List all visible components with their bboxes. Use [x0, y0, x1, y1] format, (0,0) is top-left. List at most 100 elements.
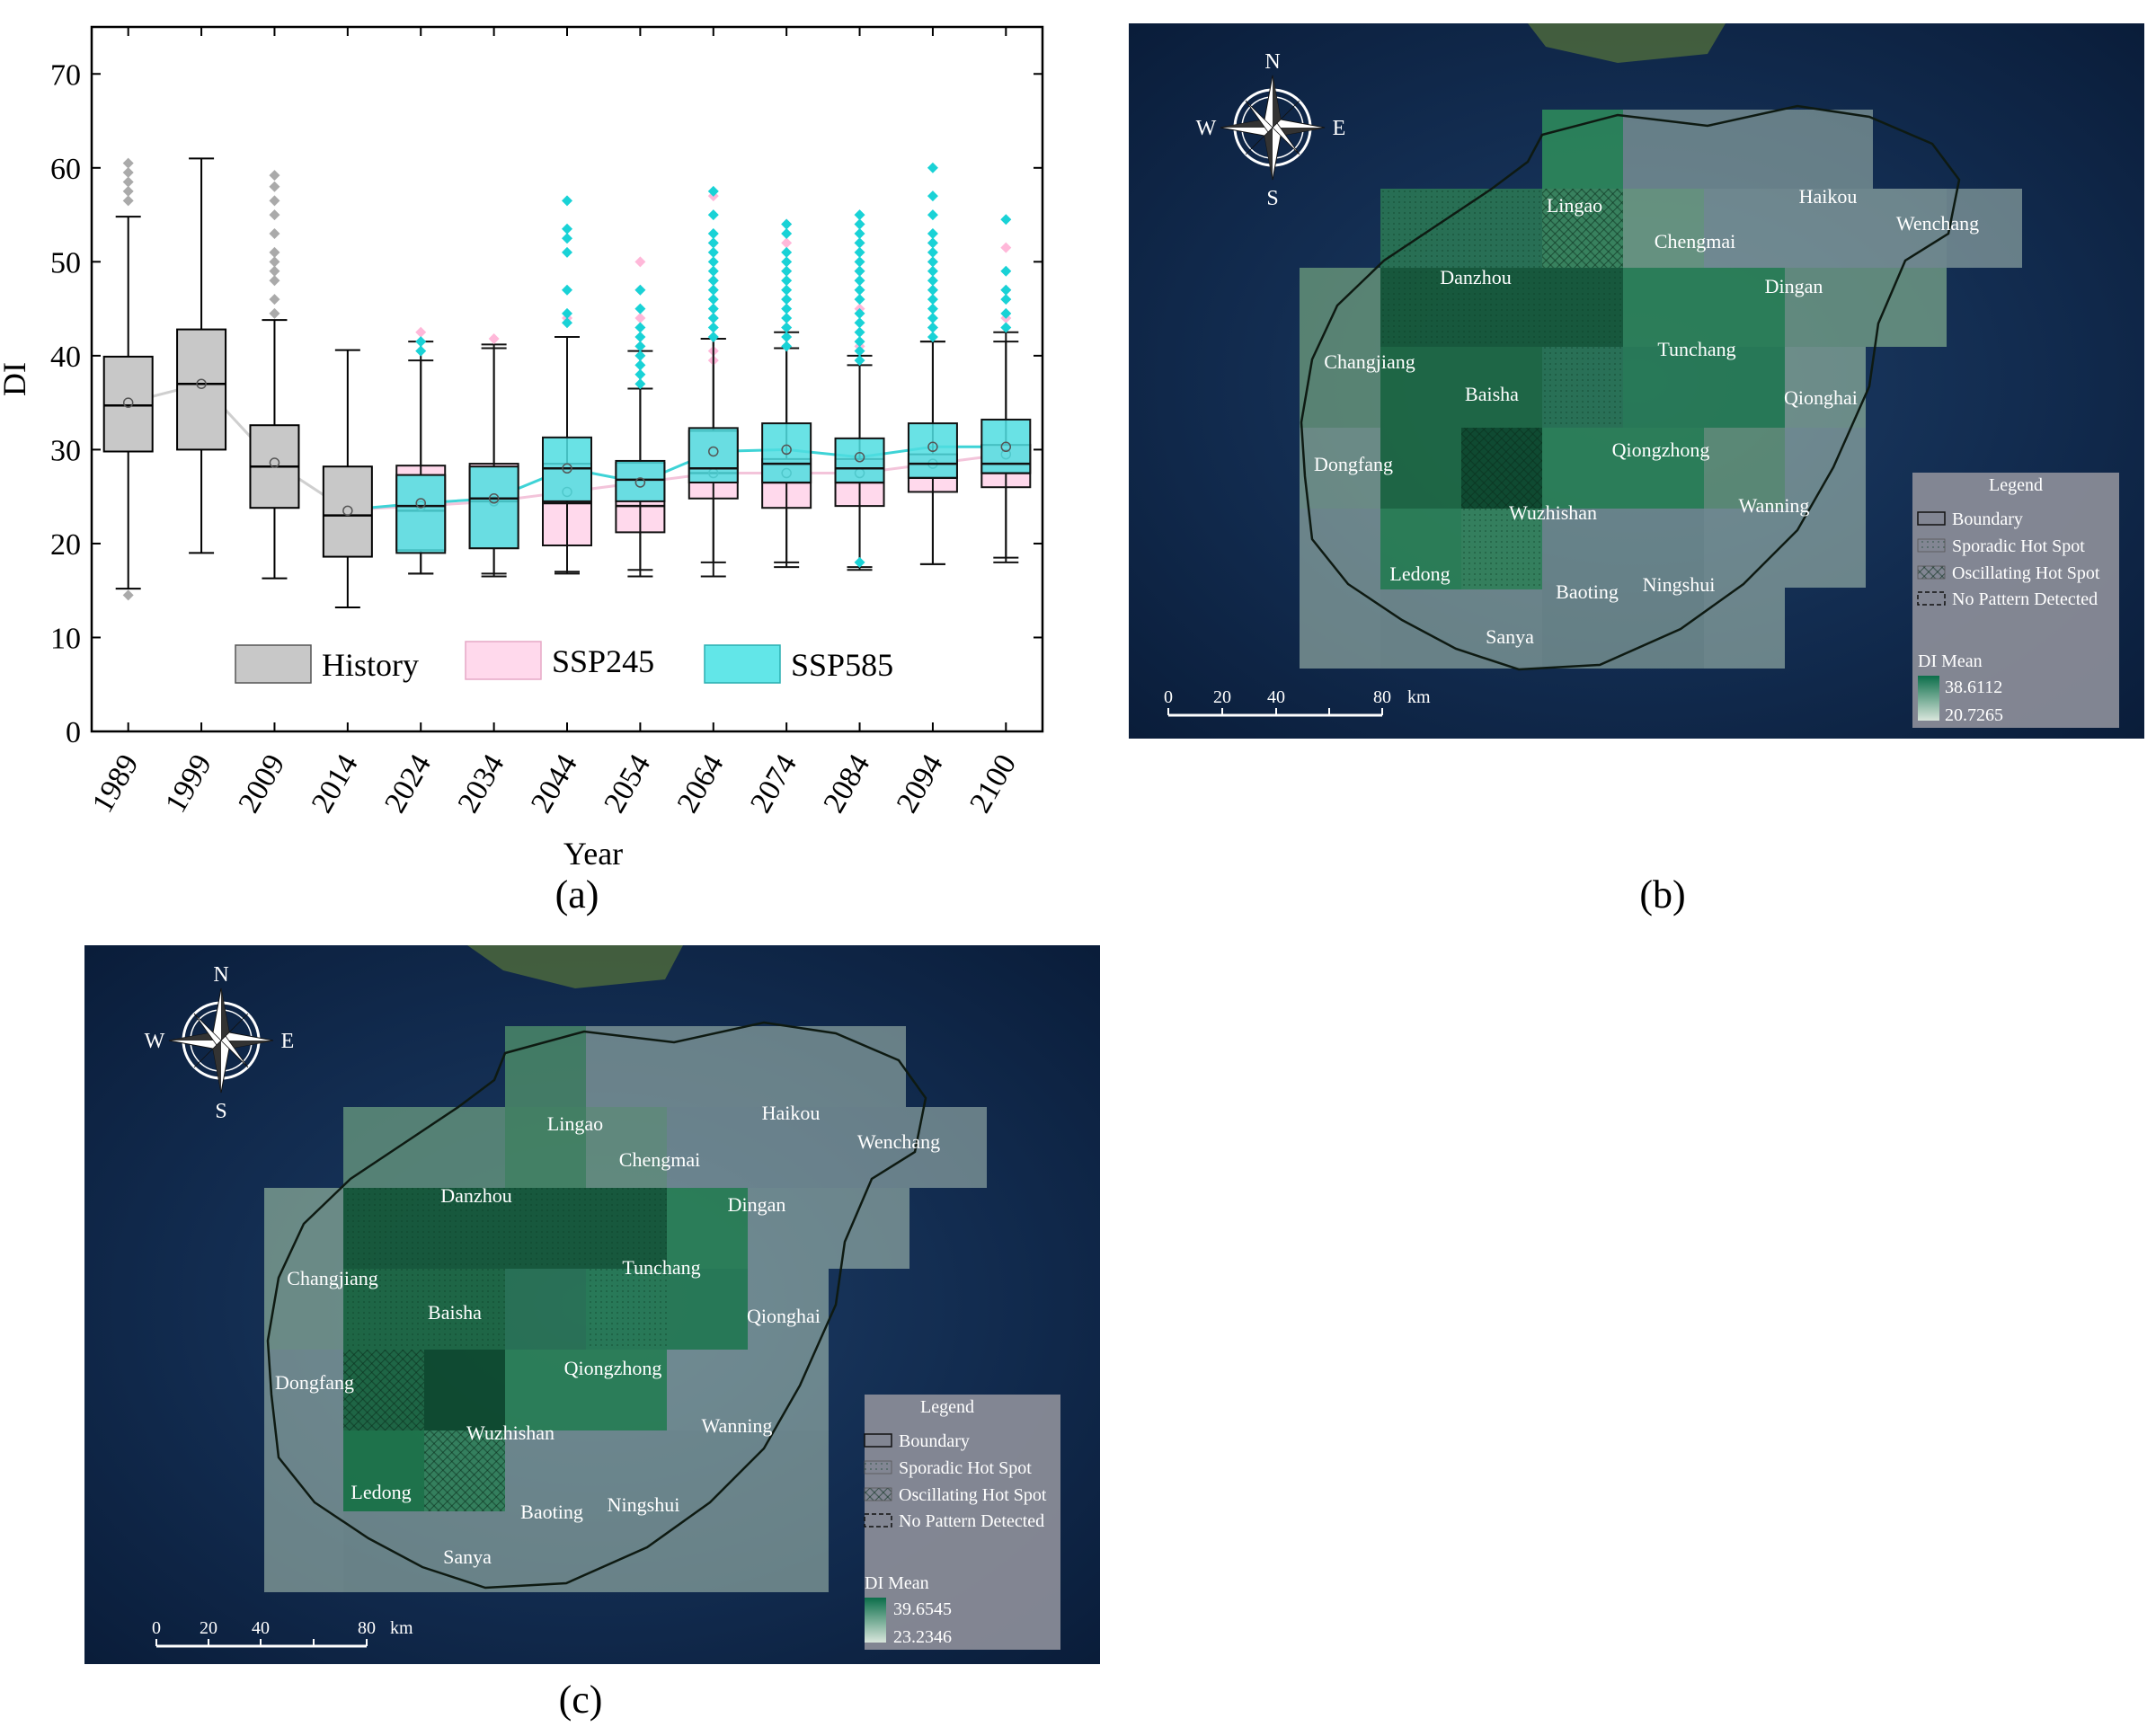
outlier — [707, 209, 719, 221]
y-tick-label: 10 — [50, 622, 81, 655]
legend-nopattern-c: No Pattern Detected — [899, 1511, 1044, 1531]
box — [980, 418, 1032, 474]
outlier — [269, 195, 280, 207]
outlier — [781, 331, 793, 342]
label-lingao-b: Lingao — [1547, 194, 1602, 217]
outlier — [781, 275, 793, 287]
scale-b-20: 20 — [1213, 687, 1231, 707]
compass-s-c: S — [215, 1100, 226, 1123]
box — [615, 459, 666, 502]
compass-w-b: W — [1196, 117, 1217, 140]
compass-e-b: E — [1333, 117, 1346, 140]
outlier — [269, 275, 280, 287]
outlier — [854, 345, 865, 357]
box-history-1999 — [176, 157, 227, 554]
outlier — [269, 209, 280, 221]
label-sanya-b: Sanya — [1486, 625, 1534, 648]
label-ledong-b: Ledong — [1389, 562, 1450, 585]
legend-label-ssp245: SSP245 — [552, 643, 654, 679]
box-ssp585-2094 — [907, 162, 958, 565]
legend-boundary-b: Boundary — [1952, 509, 2023, 529]
x-tick-label: 2074 — [744, 749, 803, 819]
box-ssp585-2064 — [688, 185, 739, 578]
grid-cells-c — [264, 1026, 987, 1592]
box-history-2014 — [322, 349, 373, 609]
label-changjiang-b: Changjiang — [1324, 350, 1415, 373]
legend-sporadic-b: Sporadic Hot Spot — [1952, 536, 2085, 556]
outlier — [634, 359, 646, 371]
outlier — [781, 313, 793, 324]
legend-oscillating-c: Oscillating Hot Spot — [899, 1485, 1047, 1505]
outlier — [854, 246, 865, 258]
label-baoting-c: Baoting — [520, 1501, 583, 1523]
y-tick-label: 60 — [50, 153, 81, 186]
outlier — [562, 195, 572, 207]
panel-label-c: (c) — [559, 1678, 603, 1722]
box-ssp585-2100 — [980, 214, 1032, 563]
outlier — [854, 218, 865, 230]
compass-e-c: E — [281, 1030, 295, 1053]
panel-label-b: (b) — [1639, 872, 1685, 917]
outlier — [927, 284, 938, 296]
outlier — [854, 326, 865, 338]
outlier — [927, 237, 938, 249]
outlier — [707, 246, 719, 258]
legend-nopattern-b: No Pattern Detected — [1952, 589, 2098, 609]
outlier — [927, 265, 938, 277]
outlier — [634, 313, 646, 324]
label-wenchang-c: Wenchang — [857, 1130, 940, 1153]
label-ledong-c: Ledong — [350, 1481, 411, 1503]
outlier — [122, 176, 134, 188]
y-tick-label: 0 — [66, 716, 81, 749]
x-tick-label: 2044 — [525, 749, 584, 819]
outlier — [634, 322, 646, 333]
scale-b-80: 80 — [1373, 687, 1391, 707]
outlier — [781, 341, 793, 352]
outlier — [927, 331, 938, 342]
label-qiongzhong-b: Qiongzhong — [1612, 438, 1710, 461]
box — [834, 437, 885, 483]
legend-oscillating-b: Oscillating Hot Spot — [1952, 563, 2100, 583]
outlier — [562, 307, 572, 319]
place-labels-c: Lingao Haikou Wenchang Chengmai Danzhou … — [275, 1102, 940, 1568]
legend-label-history: History — [322, 647, 419, 683]
scale-bar-b: 0 20 40 80 km — [1164, 687, 1431, 717]
outlier — [415, 336, 427, 348]
outlier — [927, 190, 938, 202]
outlier — [269, 227, 280, 239]
label-qiongzhong-c: Qiongzhong — [564, 1357, 662, 1379]
outlier — [634, 256, 646, 268]
outlier — [415, 345, 427, 357]
outlier — [927, 275, 938, 287]
label-changjiang-c: Changjiang — [287, 1267, 377, 1289]
label-danzhou-c: Danzhou — [440, 1184, 511, 1207]
scale-c-20: 20 — [200, 1618, 217, 1638]
outlier — [269, 181, 280, 192]
legend-max-b: 38.6112 — [1945, 678, 2002, 697]
outlier — [269, 307, 280, 319]
outlier — [781, 218, 793, 230]
outlier — [562, 317, 572, 329]
label-danzhou-b: Danzhou — [1440, 266, 1511, 288]
outlier — [707, 237, 719, 249]
outlier — [269, 265, 280, 277]
outlier — [634, 368, 646, 380]
outlier — [562, 246, 572, 258]
label-haikou-c: Haikou — [762, 1102, 821, 1124]
outlier — [854, 265, 865, 277]
outlier — [269, 256, 280, 268]
label-baisha-c: Baisha — [428, 1301, 482, 1324]
legend-boundary-c: Boundary — [899, 1431, 970, 1451]
legend-dimean-b: DI Mean — [1918, 651, 1983, 671]
box-ssp585-2044 — [542, 195, 592, 575]
outlier — [781, 256, 793, 268]
box-ssp585-2084 — [834, 209, 885, 571]
outlier — [707, 331, 719, 342]
outlier — [781, 265, 793, 277]
outlier — [634, 331, 646, 342]
outlier — [707, 313, 719, 324]
box — [176, 328, 227, 451]
x-tick-label: 2054 — [598, 749, 657, 819]
mainland-c — [467, 945, 683, 988]
